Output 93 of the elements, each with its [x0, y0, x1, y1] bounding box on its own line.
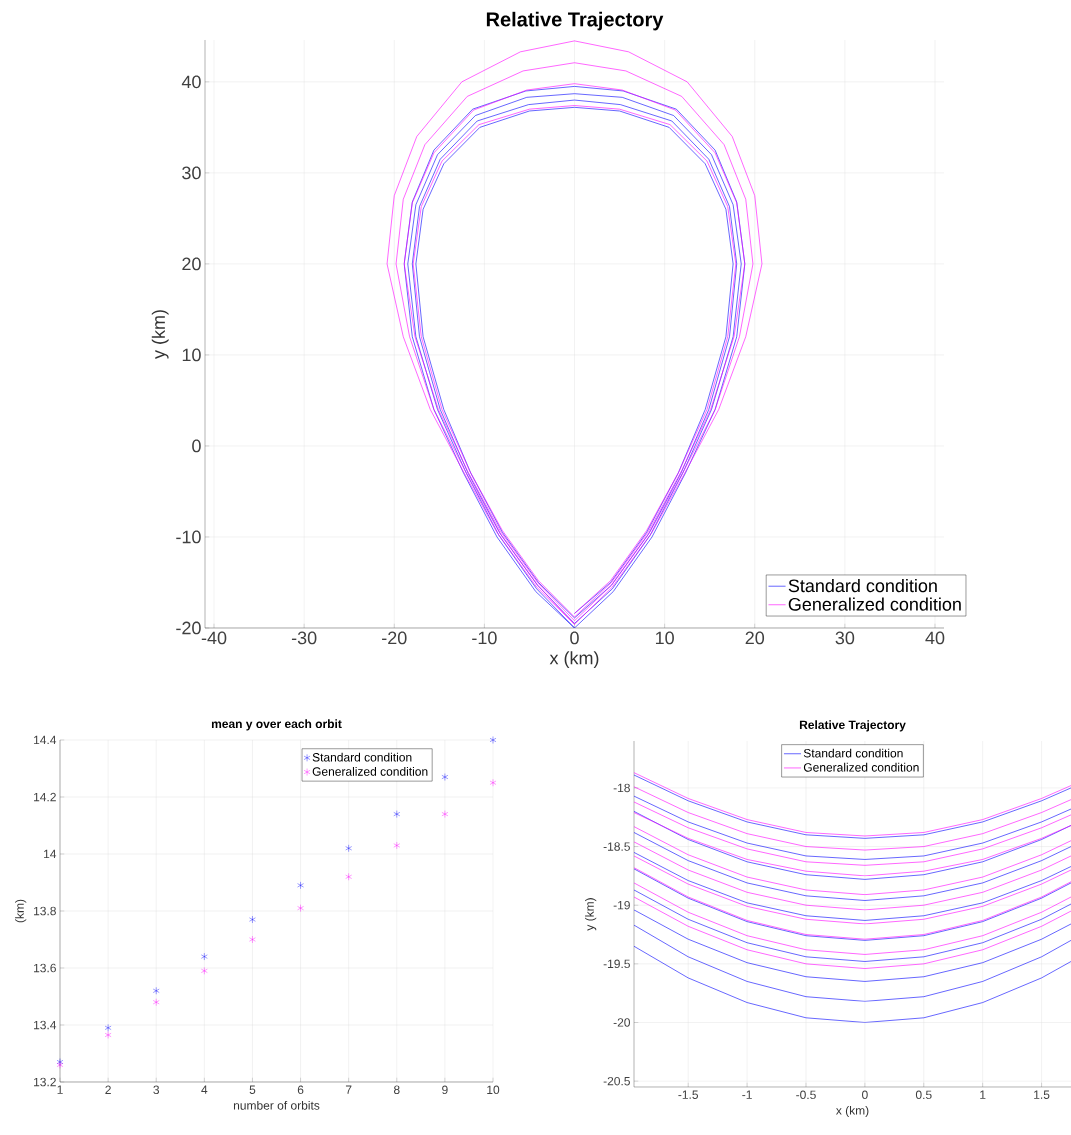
point — [249, 915, 256, 924]
line-series — [403, 86, 746, 628]
x-tick-label: 5 — [249, 1085, 256, 1094]
x-tick-label: 30 — [835, 631, 855, 645]
x-axis-title: x (km) — [835, 1105, 869, 1118]
line-series — [634, 786, 1071, 851]
x-tick-label: 10 — [487, 1085, 500, 1095]
line-series — [634, 896, 1071, 969]
x-tick-label: 10 — [655, 631, 674, 645]
line-series — [634, 832, 1071, 901]
x-tick-label: 1 — [57, 1085, 63, 1094]
line-series — [386, 40, 763, 625]
point — [297, 904, 304, 912]
line-series — [634, 882, 1071, 955]
x-tick-label: 8 — [393, 1085, 400, 1095]
y-tick-label: 13.8 — [34, 906, 56, 916]
y-axis-title: y (km) — [151, 310, 169, 359]
y-tick-label: -20.5 — [603, 1076, 630, 1086]
x-tick-label: -1 — [742, 1090, 752, 1099]
y-axis-title: (km) — [15, 899, 27, 923]
y-tick-label: 13.4 — [34, 1020, 57, 1030]
x-tick-label: 1 — [980, 1090, 986, 1099]
point — [393, 841, 401, 850]
y-tick-label: 13.6 — [34, 963, 56, 973]
point — [201, 952, 208, 961]
line-series — [634, 909, 1071, 982]
x-tick-label: 4 — [201, 1085, 208, 1094]
chart-title: Relative Trajectory — [799, 720, 906, 732]
x-tick-label: 9 — [442, 1085, 448, 1095]
point — [393, 810, 401, 818]
point — [104, 1024, 112, 1032]
point — [345, 844, 352, 852]
x-tick-label: 0.5 — [915, 1090, 932, 1100]
x-axis-title: x (km) — [549, 651, 599, 668]
chart-title: mean y over each orbit — [211, 719, 342, 731]
legend-label: Standard condition — [788, 578, 937, 593]
y-axis-title: y (km) — [585, 898, 597, 931]
point — [489, 736, 497, 744]
point — [152, 998, 160, 1006]
x-tick-label: 1.5 — [1034, 1090, 1050, 1099]
point — [152, 987, 160, 995]
point — [489, 779, 497, 787]
y-tick-label: 13.2 — [34, 1077, 56, 1087]
legend-label: Generalized condition — [312, 766, 428, 776]
x-tick-label: 0 — [862, 1090, 868, 1100]
x-tick-label: -40 — [201, 631, 227, 645]
y-tick-label: -10 — [176, 530, 201, 544]
y-tick-label: -19 — [613, 900, 630, 910]
x-tick-label: 7 — [345, 1085, 352, 1094]
y-tick-label: 14.4 — [34, 735, 57, 745]
line-series — [634, 945, 1071, 1023]
x-tick-label: -10 — [472, 631, 497, 645]
y-tick-label: 30 — [182, 166, 201, 180]
y-tick-label: -18.5 — [603, 842, 630, 851]
legend-label: Standard condition — [803, 748, 903, 758]
x-tick-label: -30 — [291, 631, 317, 645]
point — [345, 873, 352, 881]
x-tick-label: -20 — [382, 631, 407, 645]
x-tick-label: 3 — [153, 1085, 160, 1095]
point — [297, 881, 304, 890]
line-series — [634, 826, 1071, 895]
y-tick-label: -20 — [176, 621, 201, 635]
x-tick-label: 2 — [105, 1085, 111, 1094]
x-tick-label: -1.5 — [678, 1090, 699, 1099]
y-tick-label: -19.5 — [603, 959, 630, 969]
legend-label: Generalized condition — [803, 762, 919, 772]
point — [441, 773, 449, 781]
chart-title: Relative Trajectory — [486, 11, 664, 31]
x-tick-label: 0 — [570, 631, 579, 645]
legend-label: Generalized condition — [788, 597, 961, 611]
point — [104, 1031, 112, 1039]
y-tick-label: 14.2 — [34, 792, 56, 802]
line-series — [634, 795, 1071, 860]
y-tick-label: 20 — [182, 257, 201, 271]
line-series — [634, 924, 1071, 1002]
x-tick-label: 40 — [925, 631, 945, 645]
y-tick-label: 14 — [44, 849, 57, 859]
y-tick-label: 40 — [181, 75, 201, 89]
x-tick-label: 6 — [297, 1085, 304, 1095]
line-series — [634, 801, 1071, 866]
x-tick-label: -0.5 — [796, 1090, 816, 1100]
line-series — [634, 889, 1071, 962]
point — [249, 935, 256, 944]
y-tick-label: -20 — [613, 1018, 631, 1027]
y-tick-label: 10 — [182, 348, 201, 362]
point — [441, 810, 449, 818]
y-tick-label: 0 — [192, 439, 201, 453]
x-tick-label: 20 — [745, 631, 765, 645]
line-series — [634, 841, 1071, 911]
legend-label: Standard condition — [312, 752, 412, 762]
y-tick-label: -18 — [613, 783, 630, 793]
x-axis-title: number of orbits — [233, 1100, 320, 1110]
point — [201, 967, 208, 975]
